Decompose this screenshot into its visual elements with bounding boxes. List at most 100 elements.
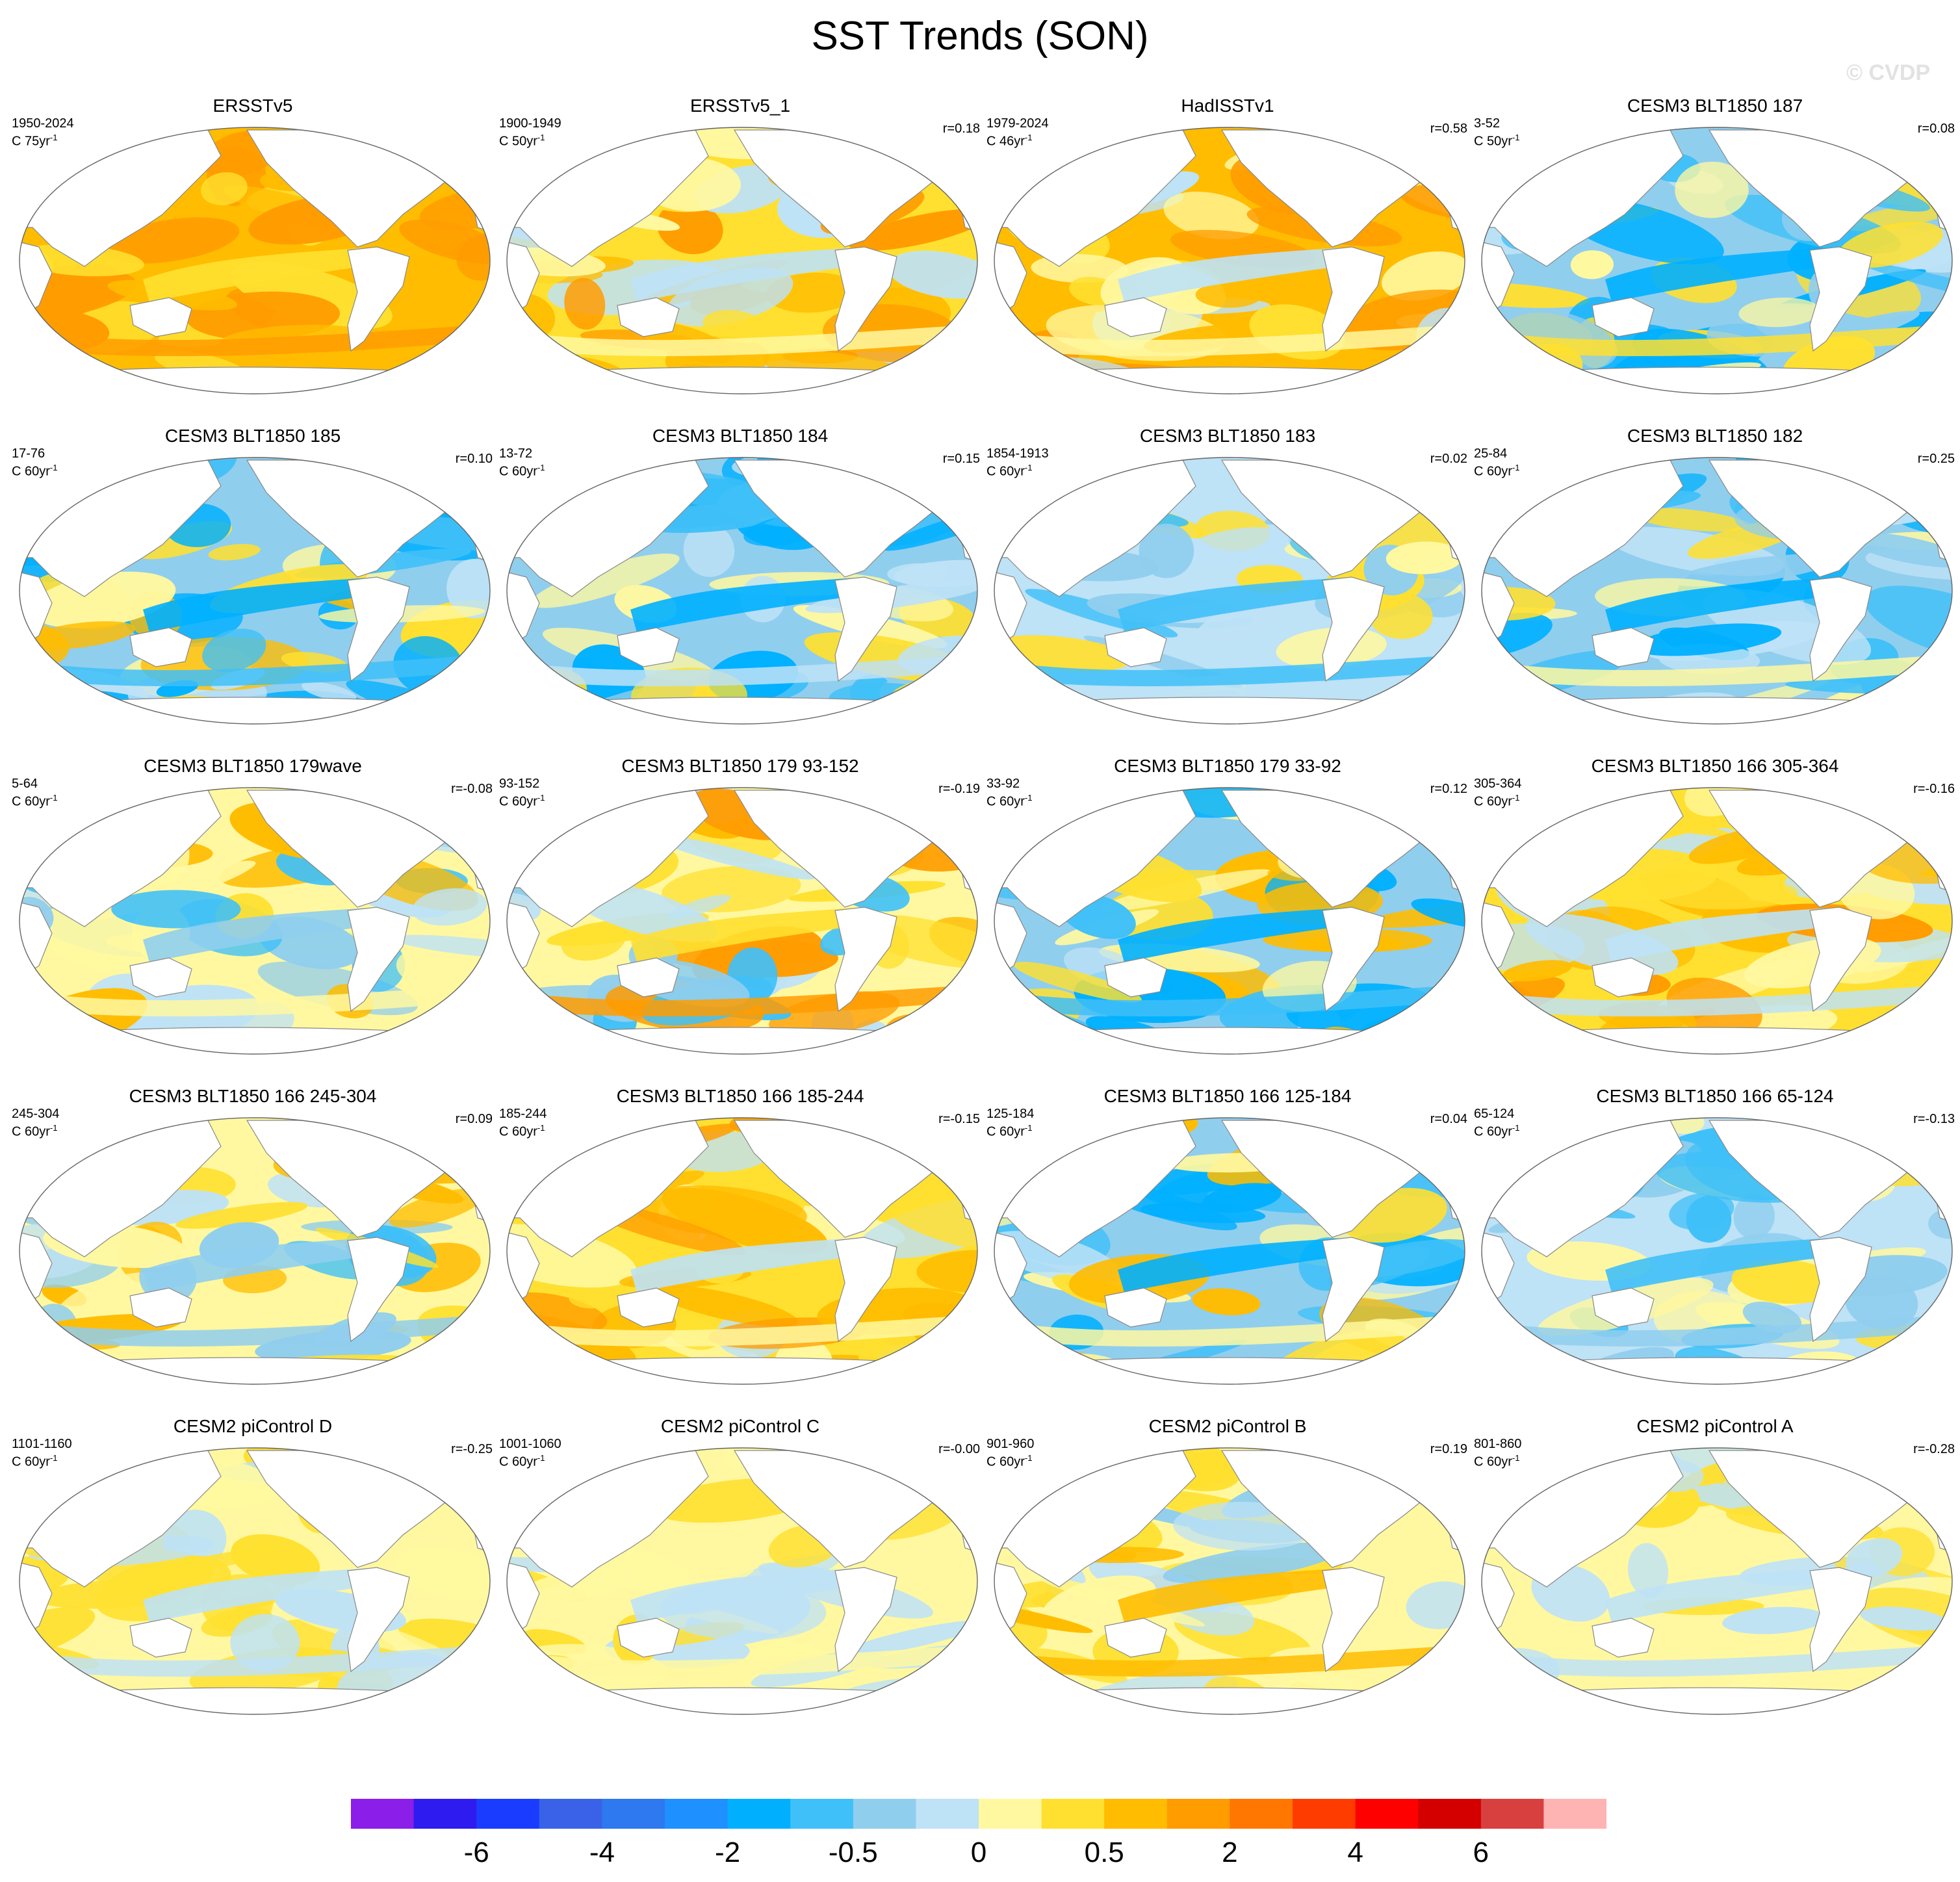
trend-blob (24, 621, 136, 650)
tropical-pacific-band (1605, 577, 1849, 632)
panel-period: 1001-1060 (499, 1437, 561, 1451)
map-panel: CESM2 piControl C 1001-1060 C 60yr-1 r=-0.0… (496, 1415, 984, 1721)
sst-trend-map (1481, 787, 1953, 1055)
map-border (994, 1117, 1465, 1385)
panel-title: CESM3 BLT1850 179 93-152 (621, 756, 859, 776)
panel-units: C 60yr-1 (12, 1120, 57, 1140)
trend-blob (994, 1663, 1053, 1712)
trend-blob (995, 274, 1111, 314)
trend-blob (1722, 1606, 1825, 1634)
colorbar-tick-label: 4 (1347, 1837, 1363, 1868)
tropical-pacific-band (630, 1237, 874, 1293)
map-panel: CESM2 piControl B 901-960 C 60yr-1 r=0.19 (984, 1415, 1471, 1721)
trend-blob (392, 935, 490, 960)
panel-title: CESM3 BLT1850 184 (652, 426, 829, 446)
trend-blob (1669, 1192, 1734, 1230)
tropical-pacific-band (1118, 1567, 1361, 1623)
panel-period: 185-244 (499, 1107, 547, 1121)
panel-period: 305-364 (1474, 777, 1522, 791)
trend-blob (564, 277, 606, 330)
trend-blob (1633, 623, 1782, 656)
map-panel: CESM3 BLT1850 185 17-76 C 60yr-1 r=0.10 (9, 425, 496, 730)
greenland-landmass (1890, 790, 1944, 817)
panel-units: C 60yr-1 (1474, 1120, 1519, 1140)
panel-units-text: C 60yr (12, 1454, 50, 1469)
panel-units: C 60yr-1 (1474, 460, 1519, 480)
tropical-pacific-band (630, 907, 874, 962)
colorbar-swatch (1230, 1799, 1293, 1829)
panel-period: 3-52 (1474, 116, 1501, 131)
trend-blob (47, 127, 95, 154)
trend-blob (426, 467, 490, 491)
greenland-landmass (428, 1120, 482, 1147)
trend-blob (1846, 1538, 1903, 1578)
units-exponent: -1 (1512, 463, 1520, 472)
trend-blob (1195, 282, 1262, 308)
trend-blob (994, 1599, 1093, 1633)
australia-landmass (1104, 1618, 1167, 1658)
panel-units-text: C 60yr (986, 1124, 1025, 1139)
map-border (506, 1447, 978, 1715)
units-exponent: -1 (537, 1453, 545, 1463)
tropical-pacific-band (1118, 577, 1361, 632)
panel-period: 25-84 (1474, 446, 1508, 461)
panel-period: 33-92 (986, 777, 1020, 791)
australia-landmass (1592, 1618, 1655, 1658)
map-panel: HadISSTv1 1979-2024 C 46yr-1 r=0.58 (984, 95, 1471, 400)
colorbar-swatch (1167, 1799, 1230, 1829)
panel-title: CESM3 BLT1850 166 65-124 (1596, 1086, 1834, 1106)
trend-blob (651, 1285, 799, 1327)
panel-title: CESM3 BLT1850 166 245-304 (129, 1086, 377, 1106)
trend-blob (653, 835, 816, 880)
trend-blob (1404, 790, 1465, 818)
trend-blob (657, 201, 723, 255)
units-exponent: -1 (1024, 793, 1033, 803)
trend-blob (231, 1534, 320, 1586)
units-exponent: -1 (1024, 463, 1033, 472)
tropical-pacific-band (143, 577, 387, 632)
map-panel: CESM3 BLT1850 166 245-304 245-304 C 60yr-1… (9, 1085, 496, 1391)
australia-landmass (1592, 627, 1655, 667)
south-america-landmass (834, 576, 897, 682)
panel-units-text: C 46yr (986, 134, 1025, 149)
trend-blob (1525, 914, 1679, 975)
sst-trend-map (1481, 1447, 1953, 1715)
map-border (994, 457, 1465, 725)
trend-blob (1921, 1656, 1952, 1708)
sst-trend-map (19, 787, 491, 1055)
tropical-pacific-band (143, 247, 387, 302)
trend-blob (19, 348, 67, 394)
greenland-landmass (1403, 1120, 1456, 1147)
tropical-pacific-band (1605, 907, 1849, 962)
sst-trend-map (994, 1117, 1465, 1385)
map-border (19, 457, 491, 725)
panel-title: CESM3 BLT1850 166 185-244 (616, 1086, 864, 1106)
units-exponent: -1 (49, 1123, 58, 1133)
trend-blob (716, 1559, 755, 1580)
map-border (1481, 1447, 1953, 1715)
trend-blob (1139, 523, 1194, 578)
south-america-landmass (1809, 1237, 1872, 1343)
map-border (1481, 1117, 1953, 1385)
map-border (506, 1117, 978, 1385)
sst-trend-map (994, 1447, 1465, 1715)
panel-period: 245-304 (12, 1107, 60, 1121)
tropical-pacific-band (1118, 247, 1361, 302)
map-border (994, 127, 1465, 394)
tropical-pacific-band (1605, 247, 1849, 302)
trend-blob (403, 1360, 490, 1384)
panel-units: C 60yr-1 (1474, 1450, 1519, 1470)
units-exponent: -1 (537, 463, 545, 472)
panel-units: C 50yr-1 (499, 130, 545, 149)
greenland-landmass (916, 1450, 969, 1477)
tropical-pacific-band (630, 1567, 874, 1623)
trend-blob (1382, 251, 1465, 301)
australia-landmass (1592, 957, 1655, 998)
tropical-pacific-band (1605, 1237, 1849, 1293)
trend-blob (1013, 962, 1142, 1003)
south-america-landmass (1809, 1567, 1872, 1673)
trend-blob (1847, 532, 1952, 568)
map-border (1481, 457, 1953, 725)
trend-blob (301, 682, 357, 702)
trend-blob (1163, 1542, 1343, 1584)
